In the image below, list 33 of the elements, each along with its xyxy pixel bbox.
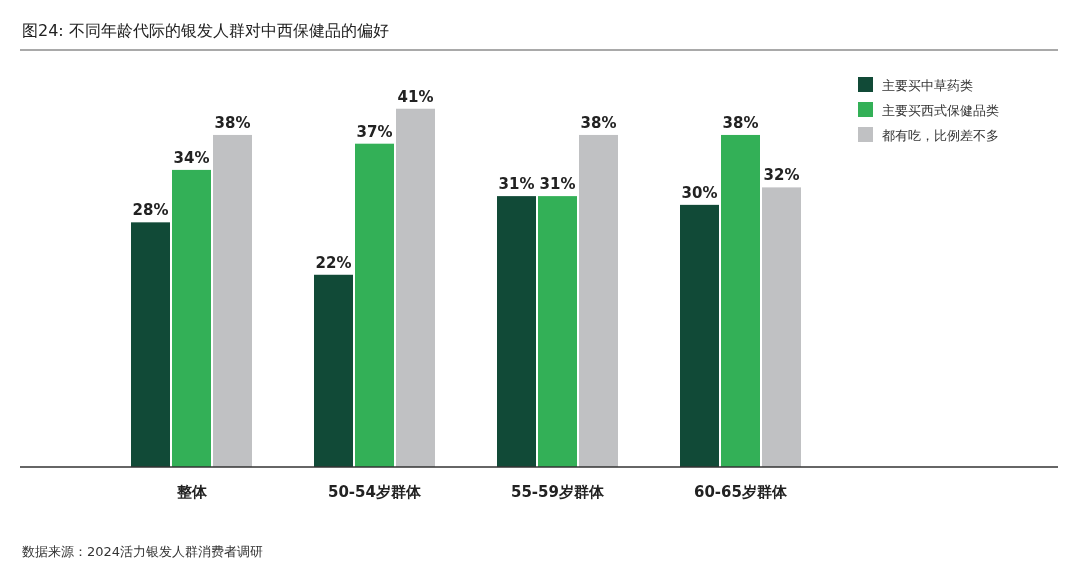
bar <box>131 222 170 467</box>
bar <box>355 143 394 467</box>
x-tick-label: 60-65岁群体 <box>694 483 788 501</box>
bar <box>172 169 211 467</box>
x-tick-label: 整体 <box>175 483 208 501</box>
x-tick-label: 50-54岁群体 <box>328 483 422 501</box>
data-label: 41% <box>397 87 434 106</box>
data-label: 31% <box>498 175 535 194</box>
data-label: 34% <box>173 148 210 167</box>
x-tick-label: 55-59岁群体 <box>511 483 605 501</box>
data-label: 38% <box>580 113 617 132</box>
bar <box>396 108 435 467</box>
bar <box>762 187 801 467</box>
chart-title: 图24: 不同年龄代际的银发人群对中西保健品的偏好 <box>22 21 389 40</box>
legend-label: 主要买中草药类 <box>882 78 973 93</box>
bar <box>314 274 353 467</box>
data-label: 28% <box>132 201 169 220</box>
legend-label: 主要买西式保健品类 <box>882 103 999 118</box>
data-label: 30% <box>681 183 718 202</box>
data-label: 38% <box>722 113 759 132</box>
bar <box>538 196 577 467</box>
bar <box>680 204 719 467</box>
bar <box>579 134 618 467</box>
bar <box>213 134 252 467</box>
data-label: 32% <box>763 166 800 185</box>
source-note: 数据来源：2024活力银发人群消费者调研 <box>22 544 264 559</box>
data-label: 31% <box>539 175 576 194</box>
data-label: 38% <box>214 113 251 132</box>
data-label: 22% <box>315 253 352 272</box>
data-label: 37% <box>356 122 393 141</box>
bar <box>497 196 536 467</box>
legend-label: 都有吃，比例差不多 <box>882 128 999 143</box>
bar <box>721 134 760 467</box>
